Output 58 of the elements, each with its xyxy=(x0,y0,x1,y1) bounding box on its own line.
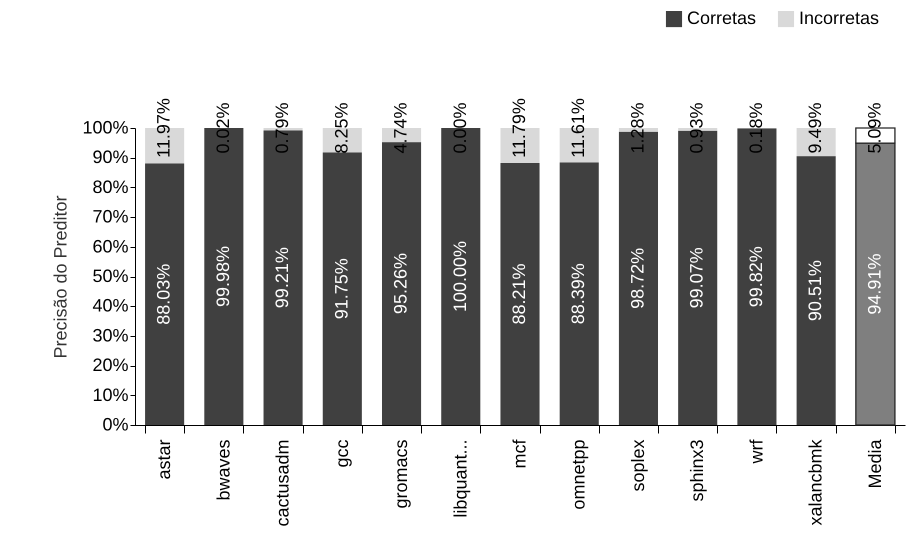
data-label: 0.00% xyxy=(450,102,470,154)
bar xyxy=(322,152,362,425)
x-tick-label: wrf xyxy=(746,438,766,464)
x-tick-label: astar xyxy=(154,440,174,480)
y-tick-label: 90% xyxy=(92,147,128,168)
x-tick-label: soplex xyxy=(628,440,648,492)
data-label: 99.82% xyxy=(746,246,766,308)
y-tick-label: 0% xyxy=(102,414,128,434)
data-label: 9.49% xyxy=(805,102,826,154)
data-label: 0.02% xyxy=(212,102,233,154)
data-label: 100.00% xyxy=(450,240,470,312)
x-tick-label: bwaves xyxy=(213,440,234,501)
data-label: 11.79% xyxy=(509,98,529,158)
bar xyxy=(145,164,184,425)
data-label: 88.03% xyxy=(154,264,174,325)
bar xyxy=(500,163,540,425)
data-label: 0.79% xyxy=(272,102,292,154)
bar xyxy=(560,162,599,425)
data-label: 1.28% xyxy=(627,102,648,154)
x-tick-label: cactusadm xyxy=(272,440,293,527)
data-label: 98.72% xyxy=(627,248,648,309)
x-tick-label: libquant... xyxy=(450,440,470,518)
x-tick-label: sphinx3 xyxy=(687,440,708,502)
data-label: 11.61% xyxy=(568,98,588,158)
data-label: 0.18% xyxy=(746,102,766,154)
data-label: 5.09% xyxy=(864,102,884,154)
data-label: 88.39% xyxy=(568,263,588,324)
x-tick-label: gcc xyxy=(332,440,352,468)
y-axis-title: Precisão do Preditor xyxy=(50,195,70,359)
x-tick-label: gromacs xyxy=(391,440,412,509)
y-tick-label: 80% xyxy=(92,176,128,197)
data-label: 11.97% xyxy=(154,98,174,158)
data-label: 90.51% xyxy=(805,260,826,322)
x-tick-label: mcf xyxy=(510,438,530,468)
legend-label: Corretas xyxy=(687,8,756,28)
data-label: 99.21% xyxy=(272,247,292,308)
data-label: 95.26% xyxy=(390,253,411,314)
y-tick-label: 10% xyxy=(92,384,128,405)
x-tick-label: xalancbmk xyxy=(806,438,826,526)
data-label: 94.91% xyxy=(864,254,884,315)
y-tick-label: 70% xyxy=(92,206,128,227)
y-tick-label: 40% xyxy=(92,296,128,316)
data-label: 99.98% xyxy=(212,246,233,308)
data-label: 91.75% xyxy=(331,258,352,320)
y-tick-label: 50% xyxy=(92,266,128,286)
data-label: 99.07% xyxy=(686,247,707,308)
y-tick-label: 60% xyxy=(92,236,128,256)
y-tick-label: 20% xyxy=(92,355,128,376)
data-label: 88.21% xyxy=(509,263,529,325)
data-label: 0.93% xyxy=(686,102,707,154)
y-tick-label: 100% xyxy=(82,118,128,138)
y-tick-label: 30% xyxy=(92,325,128,346)
legend-label: Incorretas xyxy=(799,8,880,28)
data-label: 8.25% xyxy=(331,102,352,154)
x-tick-label: omnetpp xyxy=(568,440,589,510)
data-label: 4.74% xyxy=(390,102,411,154)
x-tick-label: Media xyxy=(864,438,885,489)
bar xyxy=(796,156,836,425)
